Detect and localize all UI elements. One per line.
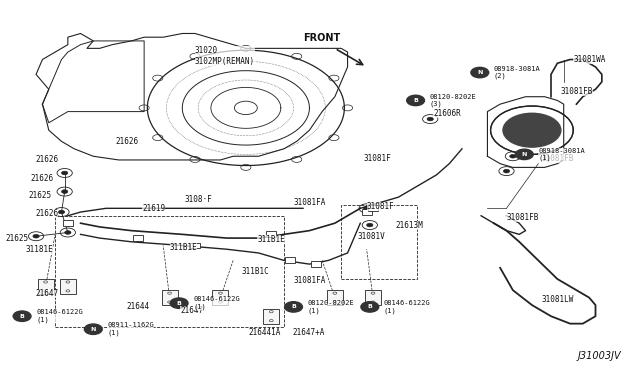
Circle shape [503,113,561,147]
Bar [38,279,54,294]
Text: 31081FB: 31081FB [561,87,593,96]
Circle shape [170,298,188,308]
Text: B: B [367,304,372,310]
Text: 31081WA: 31081WA [573,55,605,64]
Text: 31081FB: 31081FB [506,213,539,222]
Text: 21647+A: 21647+A [292,328,324,337]
Text: 21625: 21625 [5,234,28,243]
Text: 21619: 21619 [142,204,165,213]
Text: B: B [291,304,296,310]
Circle shape [427,117,433,121]
Bar [310,261,321,267]
Text: 216441A: 216441A [249,328,281,337]
Text: 21606R: 21606R [433,109,461,118]
Circle shape [13,311,31,321]
Bar [341,205,417,279]
Bar [263,309,279,324]
Text: 311B1C: 311B1C [241,267,269,276]
Text: 31081FA: 31081FA [294,276,326,285]
Bar [285,257,296,263]
Text: J31003JV: J31003JV [577,351,621,361]
Text: 21625: 21625 [29,191,52,200]
Circle shape [65,231,71,234]
Text: 21626: 21626 [35,155,58,164]
Text: 311B1E: 311B1E [257,235,285,244]
Text: B: B [20,314,24,319]
Text: 31081FA: 31081FA [294,198,326,207]
Text: 21626: 21626 [31,174,54,183]
Text: 08918-3081A
(1): 08918-3081A (1) [538,148,585,161]
Text: 31081F: 31081F [367,202,394,211]
Text: FRONT: FRONT [303,33,340,43]
Text: 21644: 21644 [126,302,149,311]
Text: 21613M: 21613M [396,221,423,230]
Circle shape [509,154,516,158]
Bar [190,243,200,248]
Circle shape [285,302,303,312]
Text: 311B1E: 311B1E [170,243,197,252]
Circle shape [61,171,68,175]
Text: 3108·F: 3108·F [184,195,212,203]
Bar [60,279,76,294]
Bar [362,209,372,215]
Text: 21626: 21626 [116,137,139,146]
Circle shape [361,302,379,312]
Circle shape [84,324,102,334]
Text: 31081V: 31081V [357,232,385,241]
Circle shape [33,234,39,238]
Text: N: N [477,70,483,75]
Bar [162,290,177,305]
Text: 08911-1162G
(1): 08911-1162G (1) [108,323,154,336]
Text: B: B [413,98,418,103]
Circle shape [471,67,489,78]
Text: 21647: 21647 [180,306,204,315]
Text: 08146-6122G
(1): 08146-6122G (1) [193,296,240,310]
Bar [368,205,378,211]
Bar [327,290,343,305]
Circle shape [406,95,424,106]
Text: 31081F: 31081F [364,154,391,163]
Text: 08120-8202E
(1): 08120-8202E (1) [307,300,355,314]
Text: 21647: 21647 [35,289,58,298]
Bar [55,216,284,327]
Bar [266,231,276,237]
Circle shape [367,223,373,227]
Text: 08120-8202E
(3): 08120-8202E (3) [429,94,476,107]
Circle shape [515,149,533,160]
Circle shape [61,190,68,193]
Bar [63,220,73,226]
Text: 08146-6122G
(1): 08146-6122G (1) [384,300,431,314]
Text: 08146-6122G
(1): 08146-6122G (1) [36,310,83,323]
Text: 31020
3102MP(REMAN): 31020 3102MP(REMAN) [195,46,255,65]
Circle shape [58,210,65,214]
Text: 31181E: 31181E [26,245,53,254]
Text: B: B [177,301,182,306]
Text: 21626: 21626 [35,209,58,218]
Bar [212,290,228,305]
Text: N: N [91,327,96,332]
Circle shape [503,169,509,173]
Text: 08918-3081A
(2): 08918-3081A (2) [494,66,541,79]
Text: N: N [522,152,527,157]
Bar [365,290,381,305]
Circle shape [364,206,370,210]
Text: 31081FB: 31081FB [541,154,574,163]
Bar [132,235,143,241]
Text: 31081LW: 31081LW [541,295,574,304]
